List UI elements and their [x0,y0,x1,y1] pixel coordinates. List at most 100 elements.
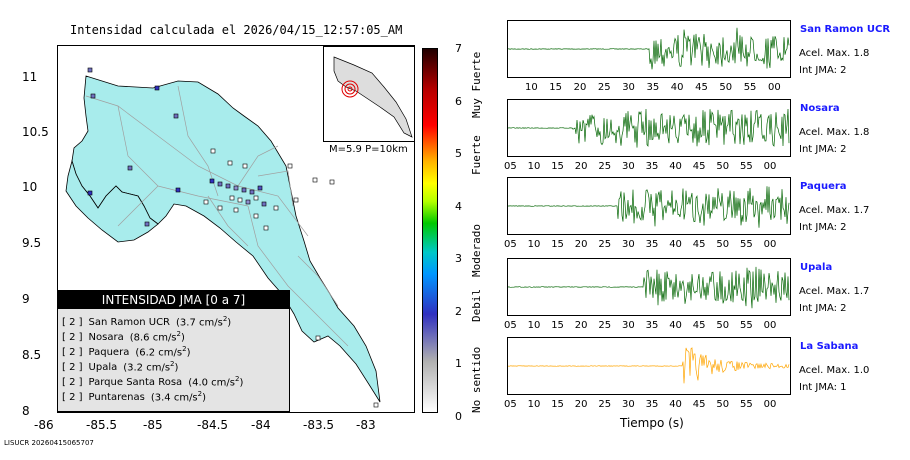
map-x-tick: -84.5 [197,418,229,432]
legend-station: Paquera [88,347,130,359]
waveform-tick: 05 [504,399,517,410]
waveform-panel[interactable] [507,20,791,78]
legend-pga: (3.7 cm/s [176,317,223,329]
inset-caption: M=5.9 P=10km [329,144,408,155]
waveform-tick: 50 [716,399,730,410]
waveform-tick: 40 [669,399,682,410]
waveform-tick: 35 [645,320,659,331]
waveform-panel[interactable] [507,258,791,316]
waveform-trace [507,347,790,384]
legend-row: [ 2 ] San Ramon UCR (3.7 cm/s2) [62,315,231,328]
waveform-tick: 15 [551,320,564,331]
waveform-panel[interactable] [507,177,791,235]
map-x-tick: -83 [356,418,376,432]
waveform-tick: 55 [740,161,753,172]
waveform-accel: Acel. Max. 1.8 [799,48,870,59]
waveform-tick: 55 [740,399,753,410]
waveform-panel[interactable] [507,99,791,157]
waveform-tick: 00 [763,399,777,410]
legend-row: [ 2 ] Paquera (6.2 cm/s2) [62,345,191,358]
waveform-tick: 30 [622,320,635,331]
waveform-tick: 10 [527,399,541,410]
waveform-trace [507,108,790,148]
waveform-tick: 00 [768,82,781,93]
inset-landmass [333,56,413,138]
colorbar-tick: 1 [455,357,462,370]
colorbar-word: Muy Fuerte [470,51,483,118]
legend-pga: (3.4 cm/s [150,392,198,404]
waveform-tick: 15 [549,82,563,93]
footer-id: LISUCR 20260415065707 [4,439,94,447]
legend-level: [ 2 ] [62,362,83,374]
intensity-legend: INTENSIDAD JMA [0 a 7] [ 2 ] San Ramon UC… [57,290,290,412]
legend-pga: (6.2 cm/s [135,347,183,359]
waveform-station-name: Upala [800,262,833,273]
legend-close: ) [174,362,179,374]
waveform-intensity: Int JMA: 2 [799,144,847,155]
waveform-accel: Acel. Max. 1.7 [799,205,870,216]
waveform-tick: 20 [574,239,588,250]
colorbar-tick: 0 [455,409,462,423]
waveform-tick: 40 [670,82,684,93]
waveform-tick: 25 [598,239,612,250]
waveform-panel[interactable] [507,337,791,395]
waveform-tick: 45 [695,82,708,93]
legend-title: INTENSIDAD JMA [0 a 7] [58,291,289,309]
station-markers [87,67,379,408]
road-network [85,85,349,347]
waveform-tick: 40 [669,320,682,331]
colorbar-tick: 7 [455,42,462,55]
inset-map [323,46,415,142]
waveform-tick: 45 [692,161,706,172]
legend-close: ) [239,377,244,389]
waveform-tick: 35 [646,82,660,93]
legend-pga: (8.6 cm/s [129,332,177,344]
legend-level: [ 2 ] [62,317,83,329]
colorbar-tick: 4 [455,199,462,213]
colorbar-tick: 5 [455,147,462,160]
legend-station: Puntarenas [88,392,145,404]
legend-close: ) [202,392,207,404]
waveform-station-name: Nosara [800,103,840,114]
map-y-tick: 8.5 [22,348,42,362]
waveform-tick: 05 [504,320,517,331]
waveform-tick: 30 [622,399,635,410]
waveform-tick: 45 [692,239,706,250]
waveform-trace [507,266,790,309]
waveform-tick: 50 [716,239,730,250]
map-y-tick: 10.5 [22,125,49,139]
waveform-trace [507,27,790,70]
waveform-tick: 10 [527,320,541,331]
map-x-tick: -84 [251,418,271,432]
waveform-tick: 15 [551,239,564,250]
waveform-tick: 30 [622,161,635,172]
waveform-tick: 55 [740,320,753,331]
legend-row: [ 2 ] Upala (3.2 cm/s2) [62,360,178,373]
waveform-tick: 55 [743,82,757,93]
map-y-tick: 10 [22,180,38,194]
time-axis-label: Tiempo (s) [620,416,684,430]
waveform-tick: 35 [645,399,659,410]
legend-close: ) [181,332,185,344]
legend-station: San Ramon UCR [88,317,171,329]
legend-exp: 2 [197,390,203,398]
waveform-tick: 05 [504,161,517,172]
legend-close: ) [227,317,232,329]
waveform-tick: 10 [525,82,538,93]
legend-exp: 2 [182,345,187,353]
legend-level: [ 2 ] [62,332,83,344]
legend-level: [ 2 ] [62,392,83,404]
legend-pga: (3.2 cm/s [123,362,171,374]
waveform-tick: 25 [597,82,611,93]
legend-row: [ 2 ] Nosara (8.6 cm/s2) [62,330,185,343]
epicenter-icon [341,80,359,98]
waveform-tick: 20 [574,161,588,172]
legend-exp: 2 [235,375,240,383]
waveform-station-name: La Sabana [800,341,859,352]
waveform-tick: 00 [763,239,777,250]
waveform-tick: 40 [669,239,682,250]
waveform-tick: 10 [527,161,541,172]
waveform-tick: 30 [622,239,635,250]
waveform-trace [508,186,790,228]
waveform-tick: 20 [574,399,588,410]
